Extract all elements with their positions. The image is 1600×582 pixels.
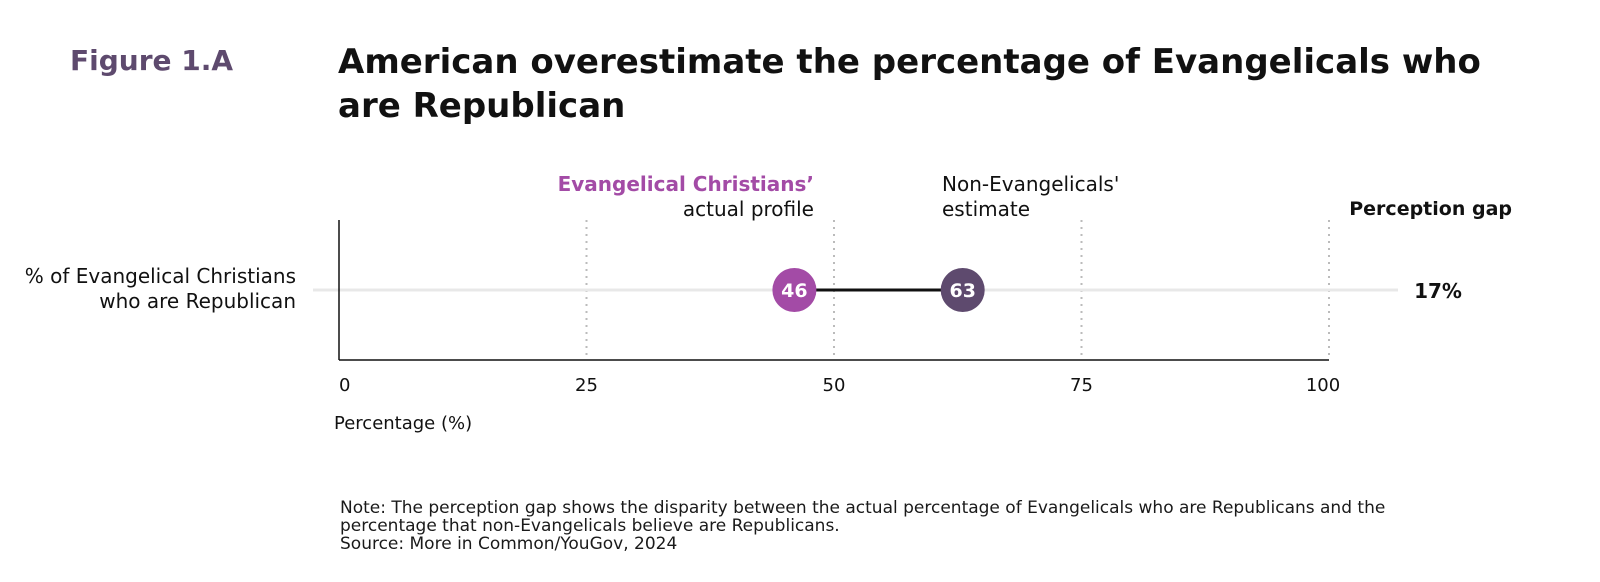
x-tick-label-75: 75 (1070, 375, 1093, 396)
x-axis-label: Percentage (%) (334, 413, 472, 434)
source-line: Source: More in Common/YouGov, 2024 (340, 534, 678, 554)
legend-actual-line-2: actual profile (683, 197, 814, 221)
x-tick-label-25: 25 (575, 375, 598, 396)
estimate-value-dot (940, 268, 985, 312)
legend-actual-line-1: Evangelical Christians’ (558, 172, 814, 196)
perception-gap-value: 17% (1414, 279, 1462, 303)
x-tick-label-0: 0 (339, 375, 350, 396)
x-tick-label-50: 50 (823, 375, 846, 396)
perception-gap-header: Perception gap (1349, 198, 1512, 220)
chart-title: American overestimate the percentage of … (338, 42, 1481, 126)
note-line-1: Note: The perception gap shows the dispa… (340, 498, 1386, 518)
chart-note: Note: The perception gap shows the dispa… (340, 499, 1460, 553)
legend-estimate-line-1: Non-Evangelicals' (942, 172, 1119, 196)
figure-label: Figure 1.A (70, 44, 234, 77)
actual-value-dot (772, 268, 817, 312)
note-line-2: percentage that non-Evangelicals believe… (340, 516, 840, 536)
row-label-line-2: who are Republican (99, 289, 296, 313)
x-tick-labels: 0 25 50 75 100 (339, 375, 1340, 396)
x-tick-label-100: 100 (1306, 375, 1340, 396)
estimate-value-label: 63 (949, 280, 975, 302)
legend-estimate-line-2: estimate (942, 197, 1030, 221)
row-label-line-1: % of Evangelical Christians (25, 264, 296, 288)
actual-value-label: 46 (781, 280, 807, 302)
